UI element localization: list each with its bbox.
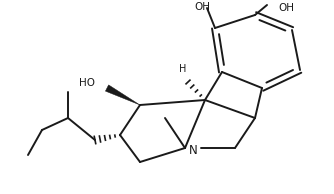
Text: OH: OH	[194, 2, 210, 12]
Polygon shape	[106, 85, 140, 105]
Text: N: N	[189, 144, 197, 157]
Text: H: H	[179, 64, 187, 74]
Text: OH: OH	[278, 3, 294, 13]
Text: HO: HO	[79, 78, 95, 88]
